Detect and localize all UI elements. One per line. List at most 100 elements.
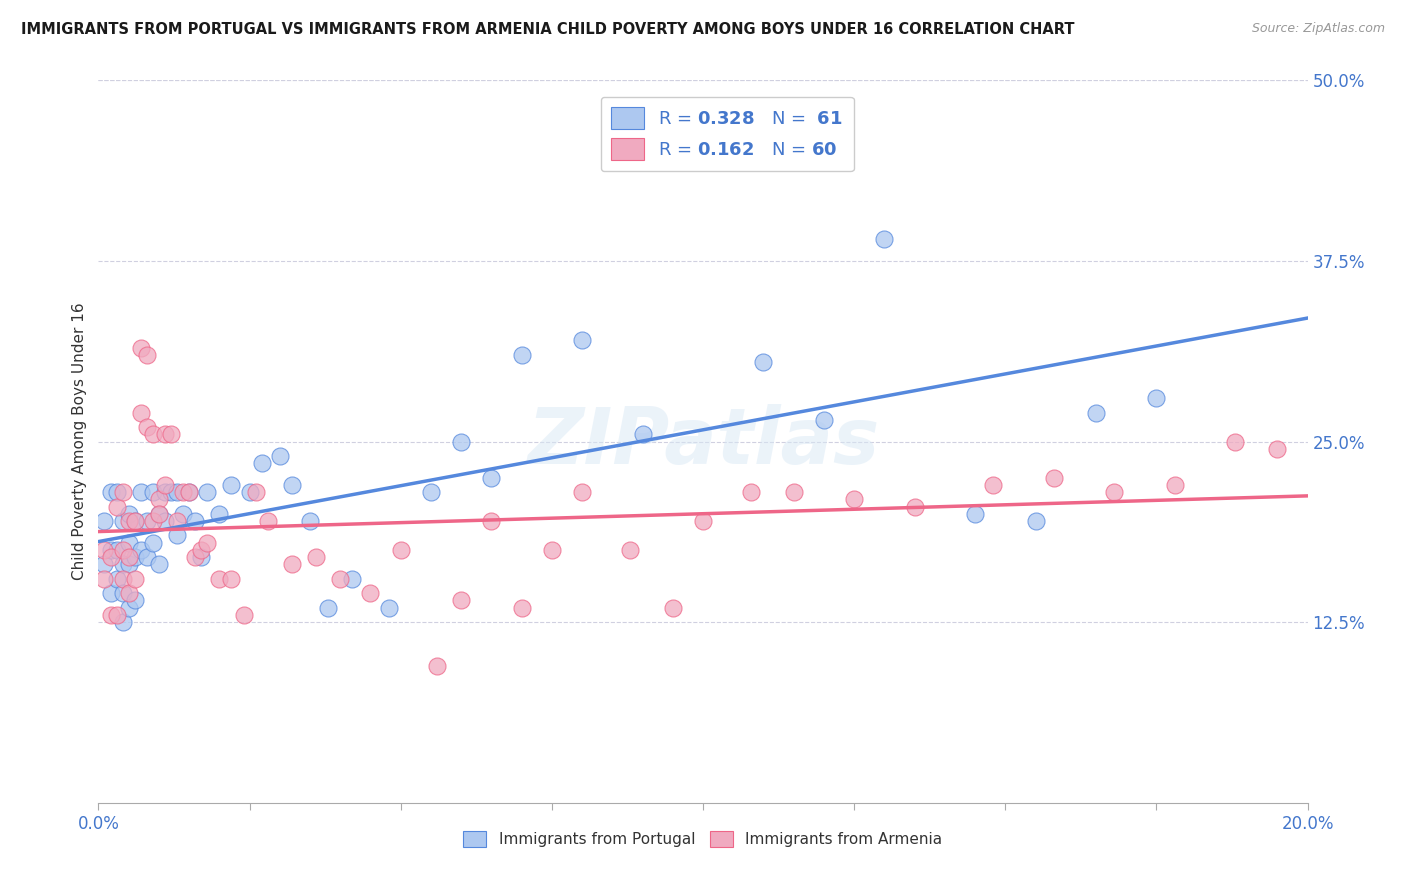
Point bbox=[118, 550, 141, 565]
Point bbox=[299, 514, 322, 528]
Point bbox=[221, 478, 243, 492]
Point bbox=[148, 492, 170, 507]
Point bbox=[360, 586, 382, 600]
Point bbox=[965, 507, 987, 521]
Point bbox=[692, 153, 714, 167]
Point bbox=[281, 558, 304, 572]
Point bbox=[93, 572, 115, 586]
Point bbox=[1102, 485, 1125, 500]
Point bbox=[245, 485, 267, 500]
Point bbox=[844, 492, 866, 507]
Point bbox=[172, 507, 194, 521]
Point bbox=[129, 341, 152, 355]
Point bbox=[135, 514, 157, 528]
Point bbox=[111, 485, 134, 500]
Point bbox=[1042, 470, 1064, 484]
Point bbox=[481, 514, 503, 528]
Point bbox=[111, 514, 134, 528]
Point bbox=[981, 478, 1004, 492]
Point bbox=[195, 485, 218, 500]
Point bbox=[166, 485, 188, 500]
Point bbox=[124, 514, 146, 528]
Point bbox=[124, 593, 146, 607]
Point bbox=[540, 542, 562, 557]
Point bbox=[105, 500, 128, 514]
Point bbox=[250, 456, 273, 470]
Point bbox=[342, 572, 364, 586]
Point bbox=[142, 514, 165, 528]
Point bbox=[111, 586, 134, 600]
Point bbox=[118, 535, 141, 549]
Point bbox=[208, 507, 231, 521]
Point bbox=[426, 658, 449, 673]
Point bbox=[389, 542, 412, 557]
Point bbox=[153, 514, 176, 528]
Text: ZIPatlas: ZIPatlas bbox=[527, 403, 879, 480]
Point bbox=[740, 485, 762, 500]
Point bbox=[692, 514, 714, 528]
Point bbox=[450, 593, 472, 607]
Point bbox=[135, 348, 157, 362]
Point bbox=[100, 485, 122, 500]
Point bbox=[153, 427, 176, 442]
Point bbox=[142, 535, 165, 549]
Point bbox=[571, 485, 593, 500]
Point bbox=[105, 485, 128, 500]
Point bbox=[118, 558, 141, 572]
Point bbox=[124, 514, 146, 528]
Point bbox=[1085, 406, 1108, 420]
Point bbox=[118, 600, 141, 615]
Point bbox=[195, 535, 218, 549]
Point bbox=[510, 348, 533, 362]
Point bbox=[148, 507, 170, 521]
Point bbox=[873, 232, 896, 246]
Point bbox=[148, 558, 170, 572]
Point bbox=[813, 413, 835, 427]
Point bbox=[111, 615, 134, 630]
Point bbox=[166, 528, 188, 542]
Legend: Immigrants from Portugal, Immigrants from Armenia: Immigrants from Portugal, Immigrants fro… bbox=[457, 825, 949, 853]
Point bbox=[783, 485, 806, 500]
Point bbox=[105, 542, 128, 557]
Point bbox=[111, 542, 134, 557]
Point bbox=[571, 334, 593, 348]
Point bbox=[105, 572, 128, 586]
Point bbox=[129, 485, 152, 500]
Point bbox=[111, 572, 134, 586]
Point bbox=[377, 600, 399, 615]
Point bbox=[904, 500, 927, 514]
Point bbox=[111, 558, 134, 572]
Point bbox=[269, 449, 291, 463]
Point bbox=[1144, 391, 1167, 405]
Point bbox=[153, 478, 176, 492]
Point bbox=[148, 507, 170, 521]
Point bbox=[93, 558, 115, 572]
Point bbox=[93, 514, 115, 528]
Point bbox=[166, 514, 188, 528]
Point bbox=[100, 586, 122, 600]
Point bbox=[420, 485, 443, 500]
Point bbox=[160, 427, 183, 442]
Point bbox=[510, 600, 533, 615]
Point bbox=[208, 572, 231, 586]
Point bbox=[160, 485, 183, 500]
Point bbox=[129, 406, 152, 420]
Point bbox=[1024, 514, 1046, 528]
Point bbox=[1267, 442, 1289, 456]
Point bbox=[305, 550, 328, 565]
Point bbox=[1163, 478, 1185, 492]
Point bbox=[124, 572, 146, 586]
Point bbox=[135, 420, 157, 434]
Point bbox=[118, 507, 141, 521]
Point bbox=[142, 427, 165, 442]
Point bbox=[124, 550, 146, 565]
Point bbox=[105, 607, 128, 622]
Text: Source: ZipAtlas.com: Source: ZipAtlas.com bbox=[1251, 22, 1385, 36]
Point bbox=[118, 514, 141, 528]
Point bbox=[752, 355, 775, 369]
Point bbox=[184, 514, 207, 528]
Text: IMMIGRANTS FROM PORTUGAL VS IMMIGRANTS FROM ARMENIA CHILD POVERTY AMONG BOYS UND: IMMIGRANTS FROM PORTUGAL VS IMMIGRANTS F… bbox=[21, 22, 1074, 37]
Point bbox=[256, 514, 278, 528]
Point bbox=[118, 586, 141, 600]
Point bbox=[179, 485, 201, 500]
